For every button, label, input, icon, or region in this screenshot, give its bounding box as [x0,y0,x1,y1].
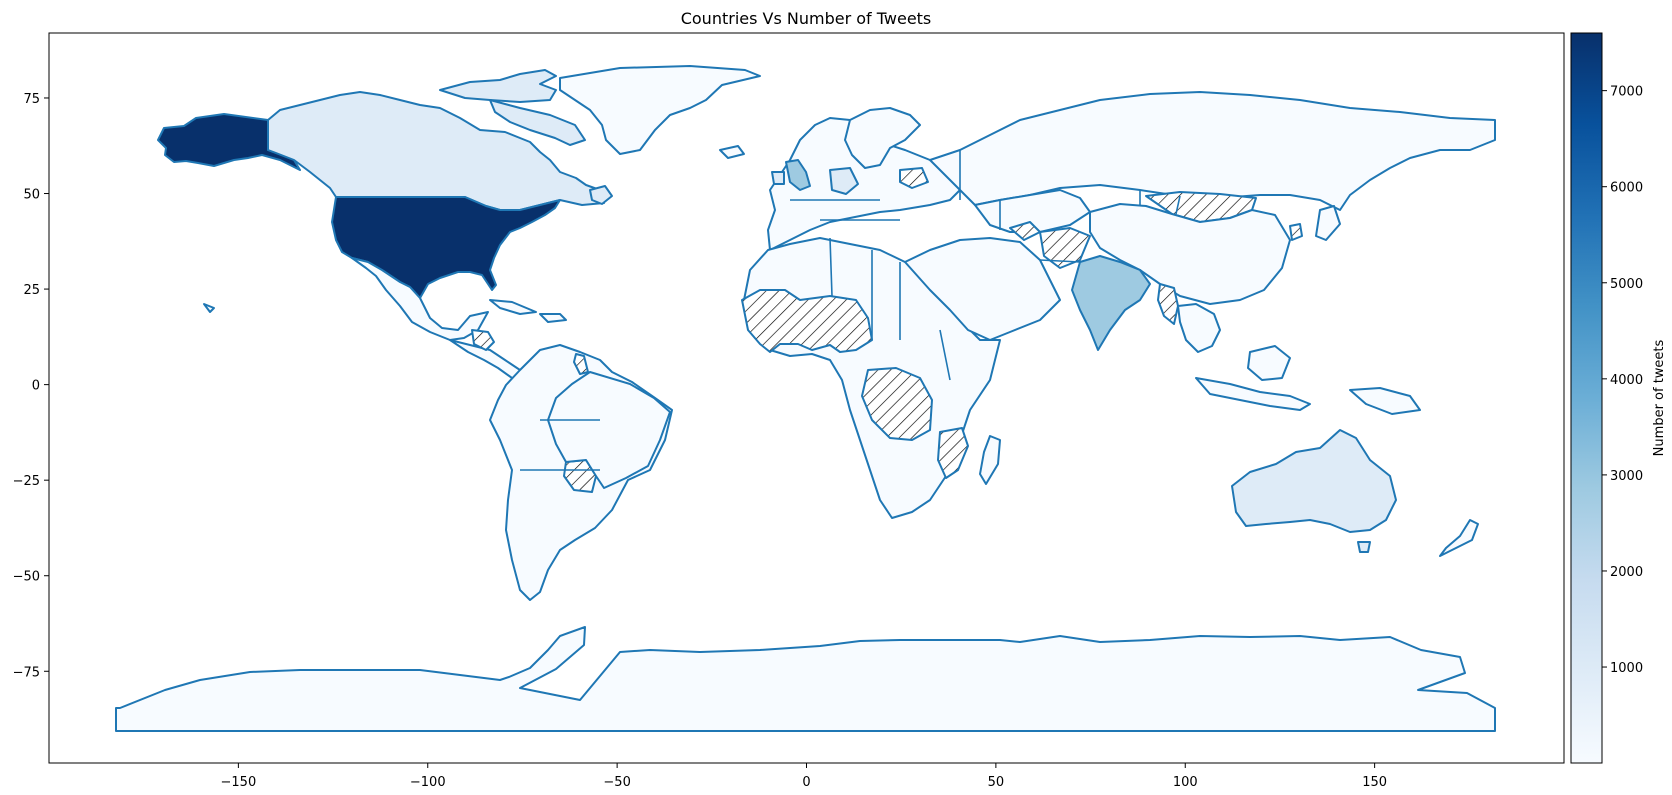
region-kyrgyzstan [1009,221,1041,241]
region-west-africa-hatched [741,289,873,353]
y-axis: 75 50 25 0 −25 −50 −75 [13,92,49,680]
region-alaska [157,113,301,171]
region-united-kingdom [785,159,811,191]
region-new-zealand [1439,519,1479,557]
y-tick-label: −50 [13,570,40,585]
colorbar-tick-label: 4000 [1610,373,1643,388]
region-greenland [559,65,761,155]
region-honduras-nicaragua [471,329,495,351]
colorbar-tick-label: 5000 [1610,277,1643,292]
colorbar-tick-label: 7000 [1610,85,1643,100]
y-tick-label: 75 [23,92,40,107]
colorbar [1570,32,1603,764]
region-india [1071,255,1151,351]
region-madagascar [979,435,1001,485]
y-tick-label: −75 [13,665,40,680]
colorbar-tick-label: 2000 [1610,565,1643,580]
y-tick-label: −25 [13,474,40,489]
colorbar-tick-label: 3000 [1610,469,1643,484]
colorbar-axis: 1000 2000 3000 4000 5000 6000 7000 [1602,85,1643,676]
region-scandinavia [844,107,921,169]
region-ireland [771,171,785,185]
x-tick-label: −150 [221,775,257,790]
colorbar-tick-label: 6000 [1610,181,1643,196]
region-mexico [351,257,489,341]
region-australia [1231,429,1397,533]
x-tick-label: 150 [1362,775,1387,790]
region-iceland [719,145,745,159]
region-afghanistan [1039,227,1091,269]
region-china [1089,203,1291,305]
region-central-africa-hatched [861,367,933,441]
region-southeast-asia [1177,303,1221,353]
region-canada-arctic-islands [439,69,557,103]
region-antarctica [115,626,1496,732]
colorbar-label: Number of tweets [1652,339,1667,456]
region-belarus [899,167,929,189]
y-tick-label: 50 [23,188,40,203]
region-brazil [547,371,671,489]
region-canada [267,91,605,211]
region-korea [1289,223,1303,241]
region-japan [1315,205,1341,241]
y-tick-label: 25 [23,283,40,298]
x-tick-label: 50 [988,775,1005,790]
region-united-states [331,196,561,299]
region-tasmania [1357,541,1371,553]
region-cuba [489,299,537,315]
region-indonesia [1195,377,1311,411]
region-hawaii [203,303,215,313]
region-canada-baffin [489,99,586,146]
x-tick-label: −100 [410,775,446,790]
region-myanmar [1157,283,1179,325]
region-hispaniola [539,313,567,323]
region-russia [929,91,1496,211]
region-borneo [1247,345,1291,381]
y-tick-label: 0 [32,379,40,394]
map-layer [115,65,1496,732]
region-guyana [573,353,589,375]
region-new-guinea [1349,387,1421,415]
chart-title: Countries Vs Number of Tweets [681,9,932,28]
x-tick-label: −50 [603,775,630,790]
x-tick-label: 100 [1173,775,1198,790]
region-germany [829,167,859,195]
region-east-africa-hatched [937,427,969,479]
x-axis: −150 −100 −50 0 50 100 150 [221,763,1387,790]
country-borders [520,150,1181,471]
region-middle-east [904,237,1061,341]
region-canada-east [589,185,613,205]
x-tick-label: 0 [802,775,810,790]
colorbar-tick-label: 1000 [1610,661,1643,676]
